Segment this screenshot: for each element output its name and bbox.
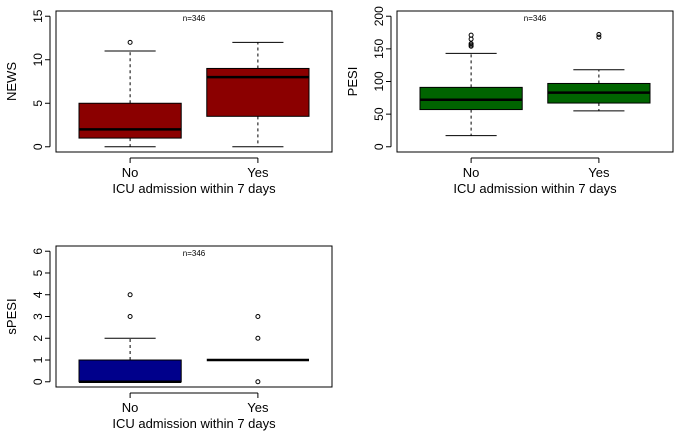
x-tick-label: No	[122, 400, 139, 415]
y-tick-label: 5	[31, 269, 45, 276]
outlier-point	[468, 36, 474, 42]
outlier-point	[468, 32, 474, 38]
y-tick-label: 1	[31, 356, 45, 363]
box-no	[78, 39, 182, 148]
x-axis-label: ICU admission within 7 days	[112, 416, 276, 431]
sample-size-label: n=346	[524, 14, 547, 23]
y-tick-label: 4	[31, 291, 45, 298]
plot-frame	[55, 10, 333, 153]
y-tick-label: 15	[31, 9, 45, 23]
y-tick-label: 6	[31, 248, 45, 255]
y-tick-label: 0	[31, 378, 45, 385]
outlier-point	[255, 379, 261, 385]
box-no	[78, 292, 182, 384]
x-tick-label: Yes	[247, 400, 269, 415]
outlier-point	[127, 314, 133, 319]
plot-frame	[55, 245, 333, 388]
box-yes	[206, 314, 309, 385]
y-tick-label: 0	[372, 143, 386, 150]
y-tick-label: 150	[372, 39, 386, 59]
x-tick-label: No	[463, 165, 480, 180]
outlier-point	[468, 41, 474, 47]
outlier-point	[596, 32, 602, 37]
interquartile-box	[419, 86, 523, 111]
y-tick-label: 10	[31, 53, 45, 67]
y-tick-label: 100	[372, 71, 386, 91]
x-tick-label: No	[122, 165, 139, 180]
x-tick-label: Yes	[588, 165, 610, 180]
y-tick-label: 50	[372, 107, 386, 121]
sample-size-label: n=346	[183, 249, 206, 258]
x-axis-label: ICU admission within 7 days	[453, 181, 617, 196]
interquartile-box	[78, 359, 182, 383]
y-tick-label: 3	[31, 313, 45, 320]
interquartile-box	[78, 102, 182, 139]
outlier-point	[596, 34, 602, 40]
sample-size-label: n=346	[183, 14, 206, 23]
outlier-point	[255, 335, 261, 341]
y-tick-label: 5	[31, 100, 45, 107]
interquartile-box	[206, 67, 310, 117]
outlier-point	[127, 39, 133, 45]
y-axis-label: PESI	[345, 67, 360, 97]
y-tick-label: 200	[372, 6, 386, 26]
y-tick-label: 2	[31, 335, 45, 342]
x-tick-label: Yes	[247, 165, 269, 180]
y-tick-label: 0	[31, 143, 45, 150]
y-axis-label: NEWS	[4, 62, 19, 101]
outlier-point	[255, 314, 261, 319]
x-axis-label: ICU admission within 7 days	[112, 181, 276, 196]
box-yes	[547, 32, 651, 112]
y-axis-label: sPESI	[4, 298, 19, 334]
box-yes	[206, 41, 310, 148]
outlier-point	[127, 292, 133, 298]
plot-frame	[396, 10, 674, 153]
box-no	[419, 32, 523, 137]
